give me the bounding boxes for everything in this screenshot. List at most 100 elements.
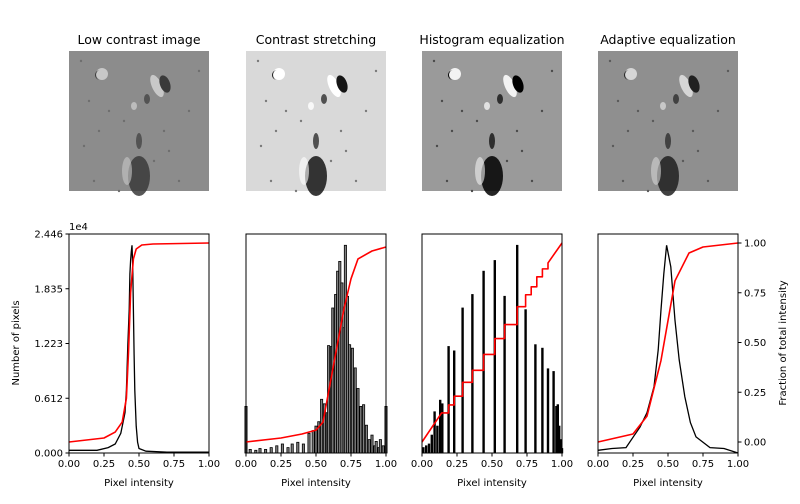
speck — [274, 129, 278, 133]
crater — [273, 68, 285, 80]
histogram-bar — [433, 411, 436, 454]
hill-highlight — [484, 102, 490, 110]
y-tick-label: 0.612 — [34, 394, 63, 405]
histogram-bar — [301, 443, 305, 454]
ridge-shadow — [512, 75, 524, 93]
histogram-bar — [516, 244, 519, 454]
speck — [339, 129, 343, 133]
speck — [117, 189, 121, 193]
light-region — [651, 157, 661, 185]
histogram-bar — [350, 347, 354, 454]
histogram-bar — [269, 447, 273, 454]
right-y-tick-label: 1.00 — [744, 239, 766, 250]
speck — [177, 179, 181, 183]
histogram-bar — [461, 307, 464, 454]
dark-region — [657, 156, 679, 196]
speck — [364, 109, 368, 113]
x-tick-label: 0.50 — [657, 459, 679, 470]
y-offset-label: 1e4 — [69, 222, 88, 233]
y-tick-label: 0.000 — [34, 449, 63, 460]
histogram-bar — [546, 368, 550, 454]
ridge-shadow — [688, 75, 700, 93]
speck — [92, 179, 96, 183]
histogram-bar — [436, 425, 439, 454]
crater — [96, 68, 108, 80]
speck — [167, 149, 171, 153]
histogram-axes: 0.00 0.25 0.50 0.75 1.00 Pixel intensity — [235, 233, 397, 489]
x-tick-label: 0.50 — [128, 459, 150, 470]
cdf-line — [68, 242, 210, 443]
histogram-bar — [280, 443, 284, 454]
histogram-axes: 0.00 0.25 0.50 0.75 1.00 Pixel intensity — [411, 233, 573, 489]
speck — [651, 119, 655, 123]
histogram-bar — [296, 441, 300, 454]
speck — [445, 179, 449, 183]
speck — [540, 109, 544, 113]
histogram-bar — [422, 447, 425, 454]
hill-shadow — [321, 94, 327, 104]
histogram-bar — [359, 405, 363, 454]
speck — [82, 144, 86, 148]
y-axis-label: Number of pixels — [11, 300, 22, 385]
histogram-bar — [311, 430, 315, 454]
histogram-bar — [348, 344, 352, 454]
ridge-highlight — [327, 74, 341, 98]
histogram-bar — [331, 307, 335, 454]
histogram-bar — [424, 445, 428, 454]
speck — [299, 119, 303, 123]
x-tick-label: 0.25 — [446, 459, 468, 470]
ridge-highlight — [150, 74, 164, 98]
right-y-tick-label: 0.50 — [744, 338, 766, 349]
speck — [611, 144, 615, 148]
speck — [294, 189, 298, 193]
speck — [87, 99, 91, 103]
speck — [264, 99, 268, 103]
histogram-bar — [364, 424, 368, 454]
speck — [256, 59, 260, 63]
speck — [475, 119, 479, 123]
dark-region — [305, 156, 327, 196]
speck — [440, 99, 444, 103]
speck — [520, 149, 524, 153]
x-tick-label: 0.00 — [411, 459, 433, 470]
speck — [616, 99, 620, 103]
speck — [97, 129, 101, 133]
right-y-tick-label: 0.25 — [744, 388, 766, 399]
light-region — [475, 157, 485, 185]
speck — [530, 179, 534, 183]
x-tick-label: 1.00 — [551, 459, 573, 470]
axes-frame — [597, 233, 739, 454]
x-tick-label: 1.00 — [198, 459, 220, 470]
speck — [716, 109, 720, 113]
dark-streak — [313, 133, 319, 149]
axes-frame — [68, 233, 210, 454]
right-y-tick-label: 0.75 — [744, 288, 766, 299]
speck — [608, 59, 612, 63]
right-y-tick-label: 0.00 — [744, 438, 766, 449]
hill-highlight — [660, 102, 666, 110]
histogram-bar — [362, 404, 366, 454]
histogram-bar — [381, 445, 385, 454]
dark-streak — [136, 133, 142, 149]
dark-streak — [489, 133, 495, 149]
speck — [435, 144, 439, 148]
image-title: Adaptive equalization — [600, 32, 736, 47]
y-tick-label: 2.446 — [34, 230, 63, 241]
histogram-line — [597, 245, 739, 454]
histogram-bar — [286, 447, 290, 454]
x-tick-label: 0.75 — [340, 459, 362, 470]
image-panel: Histogram equalization — [419, 32, 565, 196]
y-tick-label: 1.835 — [34, 284, 63, 295]
cdf-line — [245, 246, 387, 443]
light-region — [299, 157, 309, 185]
image-panel: Contrast stretching — [246, 32, 386, 196]
right-y-axis-label: Fraction of total intensity — [778, 280, 789, 405]
speck — [374, 69, 378, 73]
crater — [449, 68, 461, 80]
image-panel: Low contrast image — [69, 32, 209, 196]
x-axis-label: Pixel intensity — [457, 478, 527, 489]
light-region — [122, 157, 132, 185]
histogram-bar — [307, 432, 311, 454]
y-tick-label: 1.223 — [34, 339, 63, 350]
